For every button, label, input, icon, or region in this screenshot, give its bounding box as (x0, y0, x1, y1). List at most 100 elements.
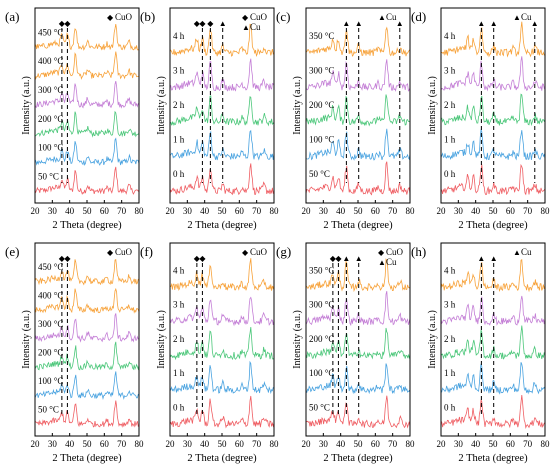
trace-label: 4 h (444, 266, 456, 276)
x-tick-label: 60 (100, 439, 110, 449)
x-tick-label: 20 (31, 439, 41, 449)
trace-label: 1 h (444, 368, 456, 378)
trace-label: 350 °C (309, 31, 334, 41)
trace-1 (169, 129, 275, 161)
x-tick-label: 70 (388, 439, 398, 449)
trace-2 (305, 94, 411, 127)
x-tick-label: 50 (218, 206, 228, 216)
trace-label: 4 h (444, 31, 456, 41)
y-axis-label: Intensity (a.u.) (292, 76, 303, 135)
trace-3 (305, 59, 411, 92)
y-axis-label: Intensity (a.u.) (21, 310, 32, 369)
trace-0 (305, 161, 411, 196)
cuo-diamond-marker: ◆ (64, 19, 71, 28)
x-tick-label: 60 (235, 439, 245, 449)
legend-label: CuO (386, 247, 404, 257)
x-tick-label: 60 (235, 206, 245, 216)
trace-3 (169, 296, 275, 327)
x-axis-label: 2 Theta (degree) (187, 453, 257, 464)
x-tick-label: 60 (371, 439, 381, 449)
panel-label: (e) (5, 244, 19, 259)
legend-marker: ▲ (378, 13, 386, 22)
trace-label: 0 h (173, 169, 185, 179)
x-tick-label: 50 (489, 439, 499, 449)
legend-marker: ◆ (242, 248, 249, 257)
x-tick-label: 30 (319, 206, 329, 216)
trace-4 (305, 258, 411, 293)
trace-0 (440, 163, 546, 196)
x-tick-label: 40 (336, 439, 346, 449)
trace-label: 450 °C (38, 27, 63, 37)
x-tick-label: 80 (135, 206, 145, 216)
legend-label: CuO (250, 12, 268, 22)
trace-label: 2 h (444, 100, 456, 110)
trace-label: 50 °C (309, 402, 330, 412)
trace-2 (34, 110, 140, 138)
trace-4 (169, 258, 275, 291)
trace-2 (169, 326, 275, 361)
x-tick-label: 70 (252, 439, 262, 449)
trace-label: 1 h (173, 368, 185, 378)
trace-label: 1 h (173, 135, 185, 145)
x-tick-label: 60 (100, 206, 110, 216)
trace-3 (34, 80, 140, 109)
trace-0 (305, 395, 411, 429)
x-tick-label: 40 (200, 439, 210, 449)
trace-label: 300 °C (309, 65, 334, 75)
trace-label: 100 °C (309, 368, 334, 378)
panel-label: (g) (276, 244, 291, 259)
x-axis-label: 2 Theta (degree) (52, 220, 122, 231)
x-tick-label: 80 (270, 206, 280, 216)
x-axis-label: 2 Theta (degree) (458, 220, 528, 231)
trace-1 (305, 128, 411, 161)
x-tick-label: 50 (354, 439, 364, 449)
trace-3 (305, 291, 411, 327)
x-axis-label: 2 Theta (degree) (187, 220, 257, 231)
y-axis-label: Intensity (a.u.) (156, 76, 167, 135)
panel-label: (b) (140, 9, 155, 24)
legend-label: CuO (115, 12, 133, 22)
cu-triangle-marker: ▲ (355, 19, 363, 28)
panel-label: (c) (276, 9, 290, 24)
x-tick-label: 80 (270, 439, 280, 449)
trace-label: 300 °C (38, 85, 63, 95)
x-tick-label: 50 (489, 206, 499, 216)
cuo-diamond-marker: ◆ (59, 19, 66, 28)
trace-label: 3 h (173, 65, 185, 75)
trace-label: 3 h (444, 65, 456, 75)
cuo-diamond-marker: ◆ (59, 254, 66, 263)
cu-triangle-marker: ▲ (396, 19, 404, 28)
trace-1 (440, 362, 546, 395)
cu-triangle-marker: ▲ (342, 19, 350, 28)
trace-1 (305, 363, 411, 395)
x-tick-label: 20 (302, 439, 312, 449)
x-axis-label: 2 Theta (degree) (52, 453, 122, 464)
trace-label: 200 °C (309, 334, 334, 344)
trace-label: 200 °C (38, 348, 63, 358)
trace-label: 2 h (173, 334, 185, 344)
cu-triangle-marker: ▲ (219, 19, 227, 28)
legend-marker: ▲ (513, 248, 521, 257)
trace-label: 300 °C (38, 319, 63, 329)
legend-marker: ◆ (107, 13, 114, 22)
x-tick-label: 80 (541, 206, 550, 216)
cu-triangle-marker: ▲ (490, 19, 498, 28)
x-tick-label: 20 (166, 206, 176, 216)
trace-label: 0 h (444, 169, 456, 179)
trace-3 (169, 58, 275, 92)
x-tick-label: 70 (252, 206, 262, 216)
trace-5 (34, 258, 140, 286)
legend-label: Cu (521, 247, 532, 257)
trace-0 (34, 400, 140, 428)
trace-label: 350 °C (309, 266, 334, 276)
trace-4 (440, 21, 546, 58)
x-axis-label: 2 Theta (degree) (323, 220, 393, 231)
trace-2 (34, 341, 140, 371)
x-tick-label: 30 (319, 439, 329, 449)
trace-0 (34, 166, 140, 195)
